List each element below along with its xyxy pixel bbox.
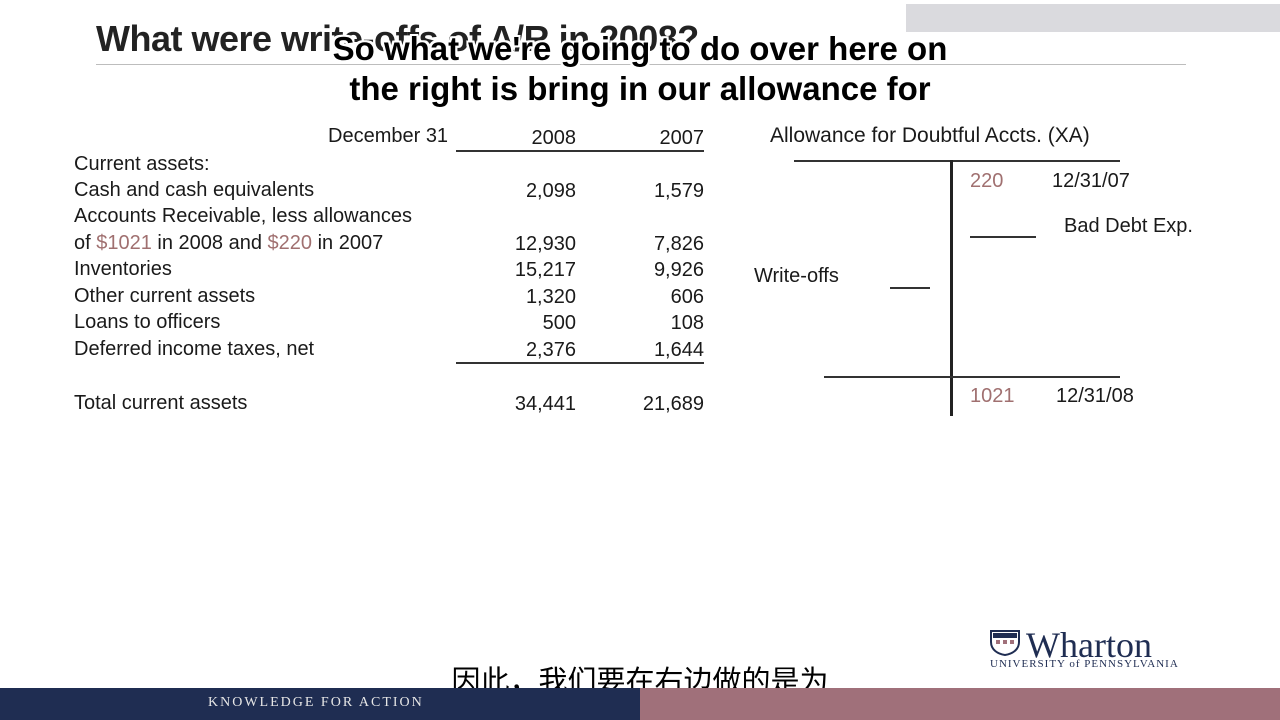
bad-debt-blank (970, 236, 1036, 238)
t-account-begin-date: 12/31/07 (1052, 170, 1130, 192)
writeoffs-blank (890, 287, 930, 289)
total-label: Total current assets (74, 392, 248, 414)
row-label-ar-line1: Accounts Receivable, less allowances (74, 205, 412, 227)
table-header-2008: 2008 (531, 127, 577, 149)
bad-debt-label: Bad Debt Exp. (1064, 215, 1193, 237)
row-label-other: Other current assets (74, 285, 256, 307)
watermark-overlay (906, 4, 1280, 32)
row-value-other-2008: 1,320 (525, 286, 576, 308)
row-label-inventories: Inventories (74, 258, 172, 280)
t-account-end-date: 12/31/08 (1056, 385, 1134, 407)
row-value-deferred-2008: 2,376 (525, 339, 576, 361)
t-account-begin-value: 220 (970, 170, 1004, 192)
total-value-2008: 34,441 (514, 393, 576, 415)
slide-title: What were write-offs of A/R in 2008? (96, 18, 699, 59)
row-value-inventories-2008: 15,217 (514, 259, 576, 281)
row-label-loans: Loans to officers (74, 311, 221, 333)
row-value-cash-2008: 2,098 (525, 180, 576, 202)
row-label-cash: Cash and cash equivalents (74, 179, 315, 201)
t-account-bottom-rule (824, 376, 1120, 378)
footer-bar-right (640, 688, 1280, 720)
row-value-cash-2007: 1,579 (653, 180, 704, 202)
ar-text-post: in 2007 (312, 232, 384, 254)
total-value-2007: 21,689 (642, 393, 704, 415)
row-label-deferred: Deferred income taxes, net (74, 338, 315, 360)
ar-text-mid: in 2008 and (151, 232, 268, 254)
footer-tagline: KNOWLEDGE FOR ACTION (208, 695, 424, 710)
t-account-end-value: 1021 (970, 385, 1015, 407)
table-header-2007: 2007 (659, 127, 705, 149)
title-divider (96, 64, 1186, 65)
row-value-inventories-2007: 9,926 (653, 259, 704, 281)
row-value-loans-2008: 500 (542, 312, 576, 334)
ar-allowance-2007: $220 (267, 232, 313, 254)
subtitle-en-line1: So what we're going to do over here on (332, 30, 948, 67)
table-header-label: December 31 (328, 125, 449, 147)
ar-text-pre: of (74, 232, 97, 254)
subtotal-underline (456, 362, 704, 364)
t-account-top-rule (794, 160, 1120, 162)
row-value-other-2007: 606 (670, 286, 704, 308)
ar-allowance-2008: $1021 (96, 232, 152, 254)
row-value-loans-2007: 108 (670, 312, 704, 334)
wharton-shield-icon (990, 630, 1020, 657)
row-value-ar-2007: 7,826 (653, 233, 704, 255)
footer-bar-left (0, 688, 640, 720)
subtitle-en-line2: the right is bring in our allowance for (349, 70, 931, 107)
wharton-wordmark: Wharton (1026, 625, 1152, 665)
section-label: Current assets: (74, 153, 210, 175)
t-account-title: Allowance for Doubtful Accts. (XA) (770, 124, 1090, 147)
wharton-subtitle: UNIVERSITY of PENNSYLVANIA (990, 658, 1179, 670)
row-label-ar-line2: of $1021 in 2008 and $220 in 2007 (74, 232, 383, 255)
row-value-deferred-2007: 1,644 (653, 339, 704, 361)
writeoffs-label: Write-offs (754, 265, 839, 287)
row-value-ar-2008: 12,930 (514, 233, 576, 255)
header-underline (456, 150, 704, 152)
t-account-vertical-rule (950, 160, 953, 416)
